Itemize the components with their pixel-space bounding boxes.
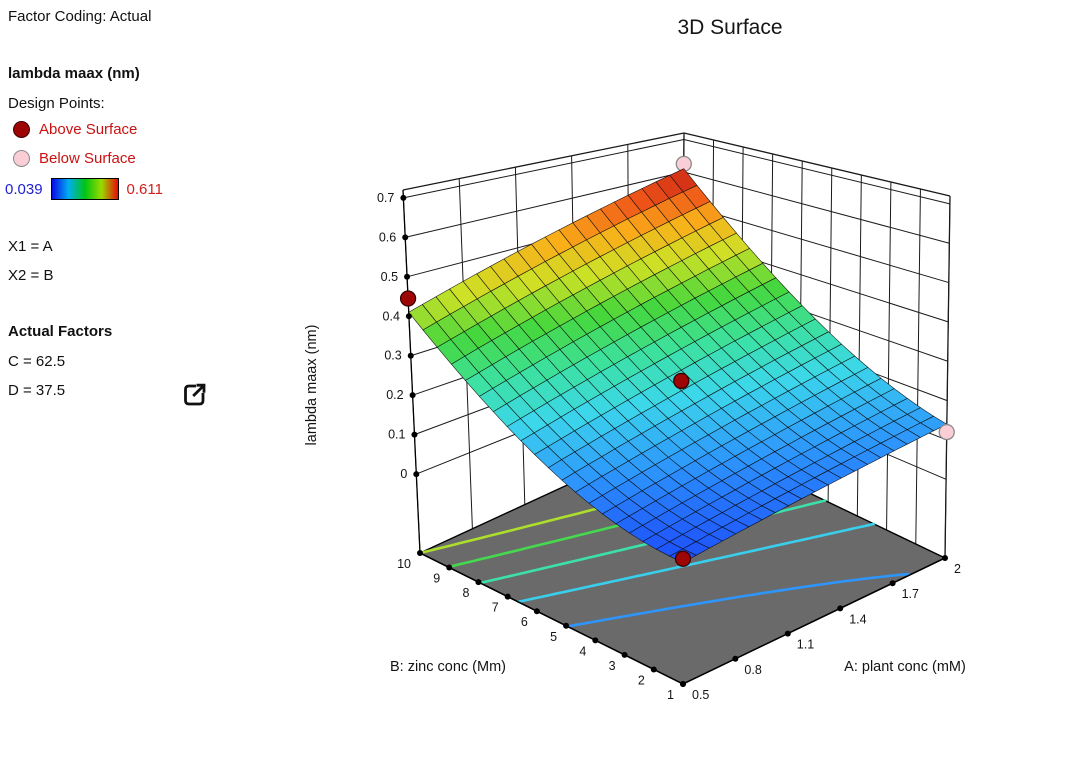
tick-label: 0.8 bbox=[744, 663, 761, 677]
tick-label: 0.4 bbox=[383, 309, 400, 323]
tick-dot bbox=[404, 273, 411, 280]
legend-above-surface: Above Surface bbox=[13, 121, 137, 138]
axes: 0 0.1 0.2 0.3 0.4 0.5 0.6 0.7 1 2 3 4 5 6 7 8 9 10 0.5 0.8 1… bbox=[377, 189, 961, 702]
tick-label: 0.1 bbox=[388, 428, 405, 442]
design-points-label: Design Points: bbox=[8, 95, 105, 112]
tick-dot bbox=[533, 608, 540, 615]
tick-dot bbox=[621, 651, 628, 658]
tick-label: 0.7 bbox=[377, 191, 394, 205]
wall-gridline-z bbox=[403, 139, 685, 199]
design-point-above bbox=[673, 372, 690, 390]
b-axis-line bbox=[419, 552, 684, 685]
wall-gridline-z bbox=[405, 171, 684, 238]
tick-dot bbox=[889, 580, 896, 587]
design-points bbox=[399, 290, 955, 567]
tick-label: 7 bbox=[492, 601, 499, 615]
tick-dot bbox=[417, 550, 423, 556]
wall-gridline-z bbox=[683, 139, 951, 205]
wall-top-edge bbox=[402, 132, 685, 191]
factor-d-value: D = 37.5 bbox=[8, 382, 66, 399]
tick-label: 1.4 bbox=[849, 612, 866, 626]
y-axis-title: B: zinc conc (Mm) bbox=[390, 659, 506, 675]
tick-dot bbox=[407, 352, 414, 359]
tick-label: 5 bbox=[550, 630, 557, 644]
tick-label: 0 bbox=[400, 467, 407, 481]
tick-dot bbox=[400, 194, 407, 201]
tick-label: 0.5 bbox=[381, 270, 398, 284]
x-axis-title: A: plant conc (mM) bbox=[844, 659, 966, 675]
tick-label: 0.6 bbox=[379, 230, 396, 244]
contour-line bbox=[566, 572, 910, 628]
a-axis-line bbox=[682, 557, 946, 685]
wall-gridline-b bbox=[886, 181, 892, 531]
below-surface-label: Below Surface bbox=[39, 150, 136, 167]
design-point-below bbox=[938, 423, 955, 441]
tick-dot bbox=[592, 637, 599, 644]
tick-label: 8 bbox=[462, 586, 469, 600]
tick-label: 10 bbox=[397, 557, 411, 571]
right-corner-axis bbox=[944, 195, 951, 559]
plot-render-root: 0 0.1 0.2 0.3 0.4 0.5 0.6 0.7 1 2 3 4 5 6 7 8 9 10 0.5 0.8 1… bbox=[377, 132, 961, 702]
tick-dot bbox=[732, 655, 739, 662]
tick-dot bbox=[784, 630, 791, 637]
tick-dot bbox=[650, 666, 657, 673]
tick-dot bbox=[413, 471, 420, 478]
chart-title: 3D Surface bbox=[677, 16, 782, 39]
tick-dot bbox=[942, 555, 948, 561]
z-axis-title: lambda maax (nm) bbox=[304, 325, 320, 446]
expand-icon-button[interactable] bbox=[180, 381, 208, 409]
tick-label: 1 bbox=[667, 688, 674, 702]
tick-dot bbox=[409, 392, 416, 399]
legend-below-surface: Below Surface bbox=[13, 150, 136, 167]
design-point-above bbox=[399, 290, 417, 307]
above-surface-label: Above Surface bbox=[39, 121, 138, 138]
x2-factor-label: X2 = B bbox=[8, 267, 54, 284]
wall-gridline-b bbox=[915, 188, 921, 545]
tick-label: 0.2 bbox=[386, 388, 403, 402]
tick-dot bbox=[504, 593, 511, 600]
tick-label: 1.7 bbox=[902, 587, 919, 601]
tick-label: 9 bbox=[433, 572, 440, 586]
design-point-above bbox=[674, 550, 692, 567]
tick-dot bbox=[475, 579, 482, 586]
tick-label: 0.3 bbox=[384, 349, 401, 363]
scale-max-value: 0.611 bbox=[126, 180, 163, 198]
tick-dot bbox=[402, 234, 409, 241]
scale-min-value: 0.039 bbox=[5, 180, 43, 198]
tick-dot bbox=[446, 564, 453, 571]
tick-label: 0.5 bbox=[692, 688, 709, 702]
color-scale: 0.039 0.611 bbox=[5, 178, 163, 200]
factor-c-value: C = 62.5 bbox=[8, 353, 66, 370]
contour-line bbox=[516, 522, 876, 604]
tick-label: 6 bbox=[521, 615, 528, 629]
expand-icon bbox=[184, 383, 206, 406]
above-surface-dot-icon bbox=[13, 121, 30, 138]
tick-dot bbox=[680, 681, 686, 687]
wall-gridline-z bbox=[683, 171, 950, 244]
tick-dot bbox=[405, 313, 412, 320]
tick-dot bbox=[837, 605, 844, 612]
tick-dot bbox=[563, 622, 570, 629]
tick-label: 3 bbox=[609, 659, 616, 673]
tick-dot bbox=[411, 431, 418, 438]
below-surface-dot-icon bbox=[13, 150, 30, 167]
surface-mesh bbox=[408, 168, 948, 563]
tick-label: 2 bbox=[954, 562, 961, 576]
factor-coding-label: Factor Coding: Actual bbox=[8, 8, 152, 25]
z-axis-line bbox=[402, 189, 421, 554]
tick-label: 2 bbox=[638, 673, 645, 687]
wall-top-edge bbox=[683, 132, 951, 197]
tick-label: 4 bbox=[579, 644, 586, 658]
tick-label: 1.1 bbox=[797, 638, 814, 652]
actual-factors-label: Actual Factors bbox=[8, 323, 113, 340]
color-scale-bar bbox=[50, 178, 119, 200]
x1-factor-label: X1 = A bbox=[8, 238, 53, 255]
response-name-label: lambda maax (nm) bbox=[8, 65, 140, 82]
wall-gridline-z bbox=[683, 204, 949, 284]
